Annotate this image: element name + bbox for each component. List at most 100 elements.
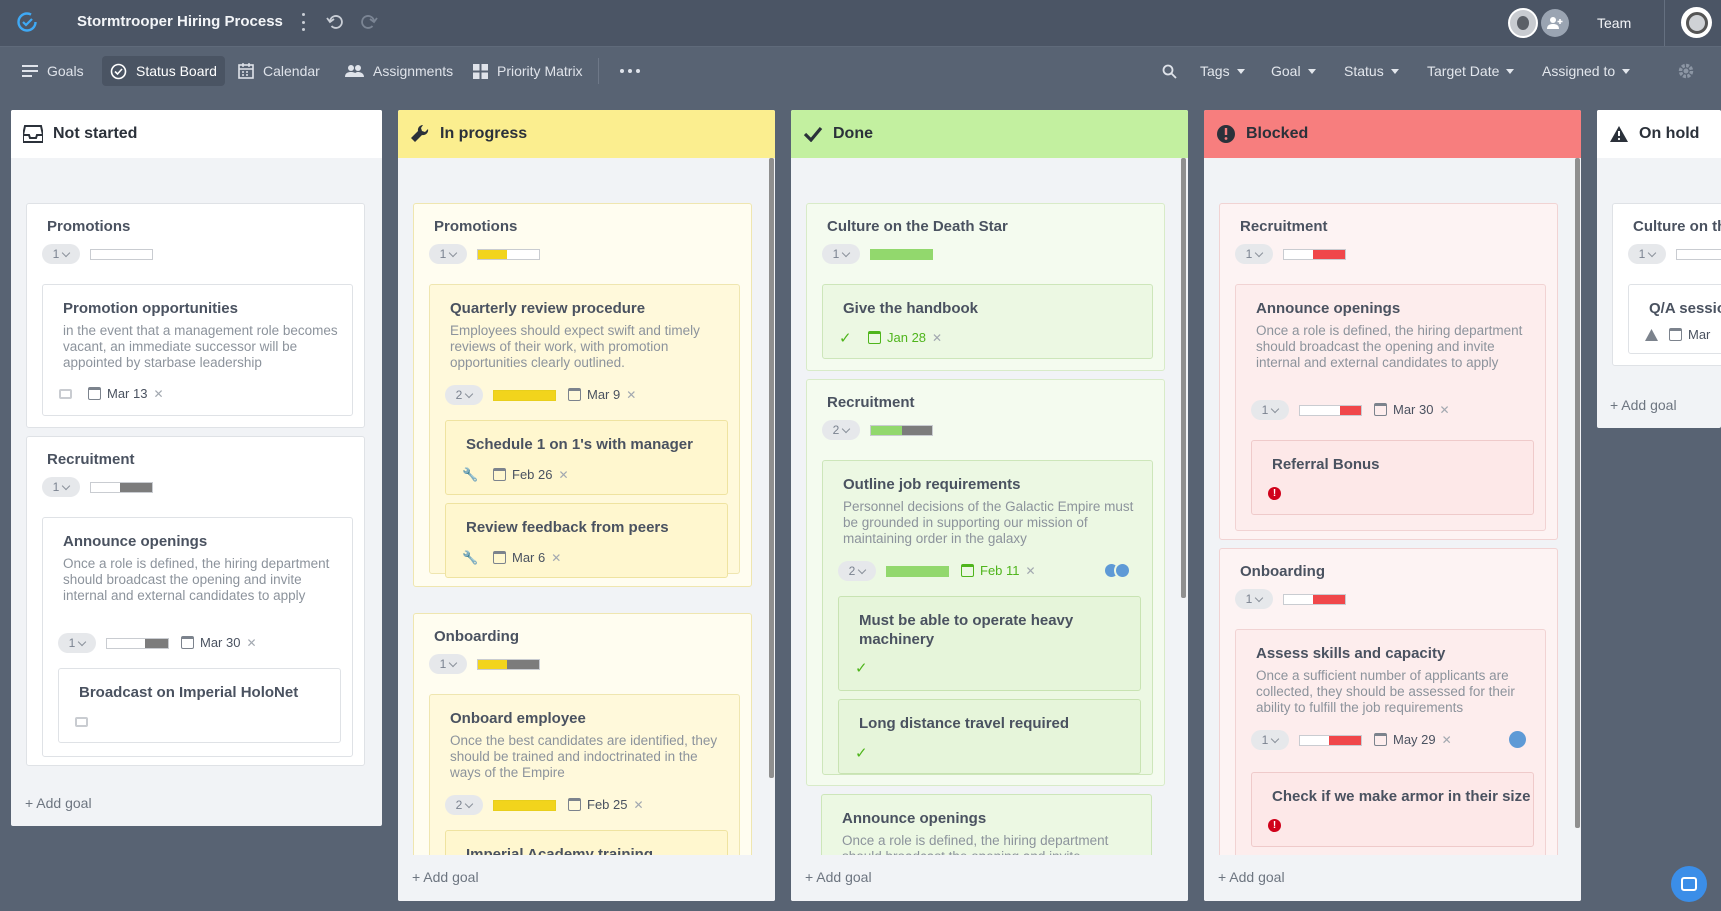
goal-group[interactable]: Onboarding 1 Onboard employee Once the b…	[413, 613, 752, 901]
due-date[interactable]: Feb 26 ✕	[493, 467, 569, 482]
count-dropdown[interactable]: 2	[445, 795, 483, 815]
filter-status[interactable]: Status	[1344, 56, 1399, 86]
due-date[interactable]: Mar 13 ✕	[88, 386, 164, 401]
close-icon[interactable]: ✕	[633, 797, 644, 812]
count-dropdown[interactable]: 1	[42, 477, 80, 497]
count-dropdown[interactable]: 1	[1251, 400, 1289, 420]
close-icon[interactable]: ✕	[551, 550, 562, 565]
count-dropdown[interactable]: 2	[445, 385, 483, 405]
column-blocked: Blocked Recruitment 1 Announce openings …	[1204, 110, 1581, 901]
due-date[interactable]: Mar 30 ✕	[181, 635, 257, 650]
scrollbar[interactable]	[1181, 158, 1186, 598]
due-date[interactable]: Mar	[1669, 327, 1710, 342]
close-icon[interactable]: ✕	[1025, 563, 1036, 578]
close-icon[interactable]: ✕	[932, 330, 943, 345]
goal-group[interactable]: Onboarding 1 Assess skills and capacity …	[1219, 548, 1558, 889]
card-title: Give the handbook	[843, 300, 979, 317]
scrollbar[interactable]	[769, 158, 774, 778]
project-title[interactable]: Stormtrooper Hiring Process	[77, 13, 283, 30]
more-vert-icon[interactable]	[302, 13, 306, 31]
nav-status-board[interactable]: Status Board	[102, 56, 225, 86]
close-icon[interactable]: ✕	[246, 635, 257, 650]
subgoal-card[interactable]: Check if we make armor in their size !	[1251, 772, 1534, 847]
goal-group[interactable]: Culture on the Death Star 1 Q/A session …	[1612, 203, 1721, 366]
subgoal-card[interactable]: Long distance travel required ✓	[838, 699, 1141, 774]
count-dropdown[interactable]: 1	[1235, 589, 1273, 609]
filter-assigned-to[interactable]: Assigned to	[1542, 56, 1631, 86]
goal-group[interactable]: Recruitment 2 Outline job requirements P…	[806, 379, 1165, 786]
close-icon[interactable]: ✕	[1441, 732, 1452, 747]
due-date[interactable]: Feb 11 ✕	[961, 563, 1036, 578]
count-value: 2	[832, 423, 840, 437]
goal-card[interactable]: Announce openings Once a role is defined…	[1235, 284, 1546, 531]
filter-target-date[interactable]: Target Date	[1427, 56, 1515, 86]
count-dropdown[interactable]: 2	[822, 420, 860, 440]
filter-goal[interactable]: Goal	[1271, 56, 1316, 86]
close-icon[interactable]: ✕	[626, 387, 637, 402]
due-date[interactable]: May 29 ✕	[1374, 732, 1452, 747]
close-icon[interactable]: ✕	[153, 386, 164, 401]
subgoal-card[interactable]: Referral Bonus !	[1251, 440, 1534, 515]
goal-card[interactable]: Assess skills and capacity Once a suffic…	[1235, 629, 1546, 889]
add-goal-link[interactable]: + Add goal	[25, 795, 92, 811]
due-date[interactable]: Mar 30 ✕	[1374, 402, 1450, 417]
due-date[interactable]: Feb 25 ✕	[568, 797, 644, 812]
add-goal-link[interactable]: + Add goal	[1610, 397, 1677, 413]
goal-card[interactable]: Promotion opportunities in the event tha…	[42, 284, 353, 416]
goal-card[interactable]: Outline job requirements Personnel decis…	[822, 460, 1153, 775]
goal-card[interactable]: Announce openings Once a role is defined…	[42, 517, 353, 757]
due-date[interactable]: Jan 28 ✕	[868, 330, 942, 345]
goal-group[interactable]: Promotions 1 Quarterly review procedure …	[413, 203, 752, 587]
team-link[interactable]: Team	[1597, 15, 1632, 31]
nav-priority-matrix[interactable]: Priority Matrix	[465, 56, 591, 86]
goal-group[interactable]: Promotions 1 Promotion opportunities in …	[26, 203, 365, 428]
assignee-avatars[interactable]	[1103, 562, 1131, 579]
nav-goals[interactable]: Goals	[14, 56, 92, 86]
assignee-avatar[interactable]	[1509, 731, 1526, 748]
user-avatar[interactable]	[1681, 7, 1712, 38]
goal-card[interactable]: Onboard employee Once the best candidate…	[429, 694, 740, 901]
subgoal-card[interactable]: Broadcast on Imperial HoloNet	[58, 668, 341, 743]
nav-assignments[interactable]: Assignments	[337, 56, 461, 86]
add-goal-link[interactable]: + Add goal	[805, 869, 872, 885]
subgoal-card[interactable]: Review feedback from peers 🔧 Mar 6 ✕	[445, 503, 728, 578]
count-dropdown[interactable]: 1	[822, 244, 860, 264]
redo-icon[interactable]	[360, 13, 378, 31]
due-date[interactable]: Mar 9 ✕	[568, 387, 636, 402]
count-dropdown[interactable]: 1	[58, 633, 96, 653]
count-dropdown[interactable]: 1	[429, 654, 467, 674]
close-icon[interactable]: ✕	[558, 467, 569, 482]
add-goal-link[interactable]: + Add goal	[1218, 869, 1285, 885]
count-dropdown[interactable]: 1	[1251, 730, 1289, 750]
add-goal-link[interactable]: + Add goal	[412, 869, 479, 885]
avatar[interactable]	[1508, 8, 1538, 38]
chat-icon[interactable]	[1671, 866, 1707, 902]
grid-icon	[473, 63, 488, 79]
count-dropdown[interactable]: 1	[1235, 244, 1273, 264]
goal-card[interactable]: Give the handbook ✓ Jan 28 ✕	[822, 284, 1153, 359]
filter-tags[interactable]: Tags	[1200, 56, 1245, 86]
due-date[interactable]: Mar 6 ✕	[493, 550, 561, 565]
nav-calendar[interactable]: Calendar	[230, 56, 328, 86]
goal-group[interactable]: Culture on the Death Star 1 Give the han…	[806, 203, 1165, 371]
goal-group[interactable]: Recruitment 1 Announce openings Once a r…	[26, 436, 365, 766]
count-dropdown[interactable]: 1	[42, 244, 80, 264]
more-horiz-icon[interactable]	[620, 69, 640, 73]
group-title: Onboarding	[434, 628, 519, 645]
undo-icon[interactable]	[326, 13, 344, 31]
app-logo-icon[interactable]	[16, 11, 38, 33]
scrollbar[interactable]	[1575, 158, 1580, 828]
check-icon: ✓	[855, 745, 868, 762]
goal-card[interactable]: Quarterly review procedure Employees sho…	[429, 284, 740, 578]
subgoal-card[interactable]: Must be able to operate heavy machinery …	[838, 596, 1141, 691]
add-user-icon[interactable]	[1541, 9, 1569, 37]
count-dropdown[interactable]: 2	[838, 561, 876, 581]
count-dropdown[interactable]: 1	[1628, 244, 1666, 264]
search-icon[interactable]	[1162, 64, 1177, 79]
close-icon[interactable]: ✕	[1439, 402, 1450, 417]
goal-card[interactable]: Q/A session Mar	[1628, 284, 1721, 354]
count-dropdown[interactable]: 1	[429, 244, 467, 264]
goal-group[interactable]: Recruitment 1 Announce openings Once a r…	[1219, 203, 1558, 540]
subgoal-card[interactable]: Schedule 1 on 1's with manager 🔧 Feb 26 ✕	[445, 420, 728, 495]
gear-icon[interactable]	[1677, 62, 1695, 80]
